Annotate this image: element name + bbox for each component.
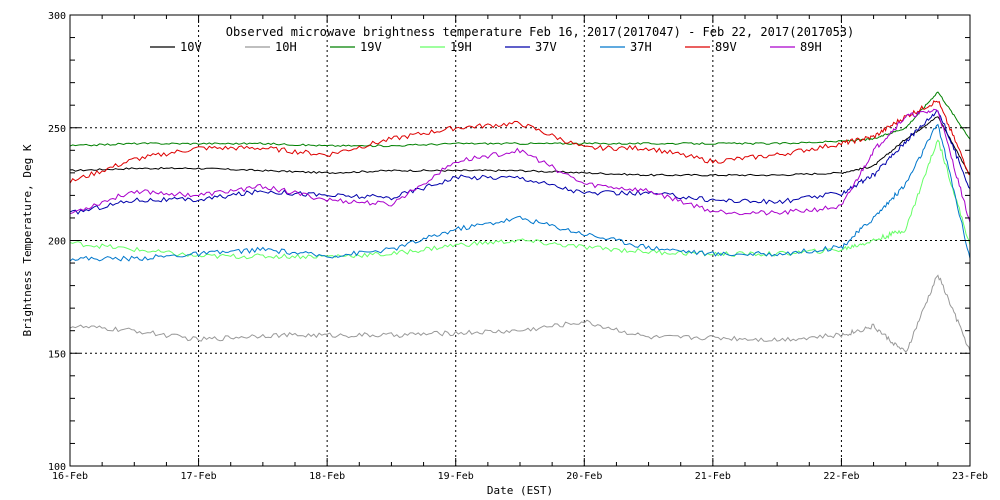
series-line-19h xyxy=(69,139,971,260)
series-line-89h xyxy=(69,108,971,223)
legend-label-89h: 89H xyxy=(800,40,822,54)
legend-label-19h: 19H xyxy=(450,40,472,54)
legend-label-19v: 19V xyxy=(360,40,382,54)
legend-label-10v: 10V xyxy=(180,40,202,54)
series-line-10h xyxy=(69,274,971,353)
series-line-37v xyxy=(69,110,971,215)
chart-title: Observed microwave brightness temperatur… xyxy=(226,25,855,39)
legend-label-10h: 10H xyxy=(275,40,297,54)
x-tick-label: 17-Feb xyxy=(181,471,217,482)
y-tick-label: 250 xyxy=(48,124,66,135)
series-line-19v xyxy=(69,91,971,148)
x-tick-label: 20-Feb xyxy=(566,471,602,482)
y-tick-label: 150 xyxy=(48,349,66,360)
legend-label-37v: 37V xyxy=(535,40,557,54)
x-tick-label: 23-Feb xyxy=(952,471,988,482)
series-line-10v xyxy=(69,116,971,177)
x-tick-label: 18-Feb xyxy=(309,471,345,482)
legend: 10V 10H 19V 19H 37V 37H 89V 89H xyxy=(150,40,822,54)
x-tick-label: 16-Feb xyxy=(52,471,88,482)
x-tick-label: 19-Feb xyxy=(438,471,474,482)
x-tick-label: 21-Feb xyxy=(695,471,731,482)
x-axis-title: Date (EST) xyxy=(487,484,553,497)
series-line-37h xyxy=(69,123,971,262)
series-line-89v xyxy=(69,100,971,184)
x-tick-label: 22-Feb xyxy=(823,471,859,482)
y-tick-label: 100 xyxy=(48,462,66,473)
y-axis-title: Brightness Temperature, Deg K xyxy=(21,144,34,336)
series-lines xyxy=(69,91,971,353)
legend-label-37h: 37H xyxy=(630,40,652,54)
axis-ticks: 16-Feb 17-Feb 18-Feb 19-Feb 20-Feb 21-Feb 22-F… xyxy=(48,11,988,482)
y-tick-label: 200 xyxy=(48,237,66,248)
y-tick-label: 300 xyxy=(48,11,66,22)
legend-label-89v: 89V xyxy=(715,40,737,54)
grid-lines xyxy=(70,15,970,466)
